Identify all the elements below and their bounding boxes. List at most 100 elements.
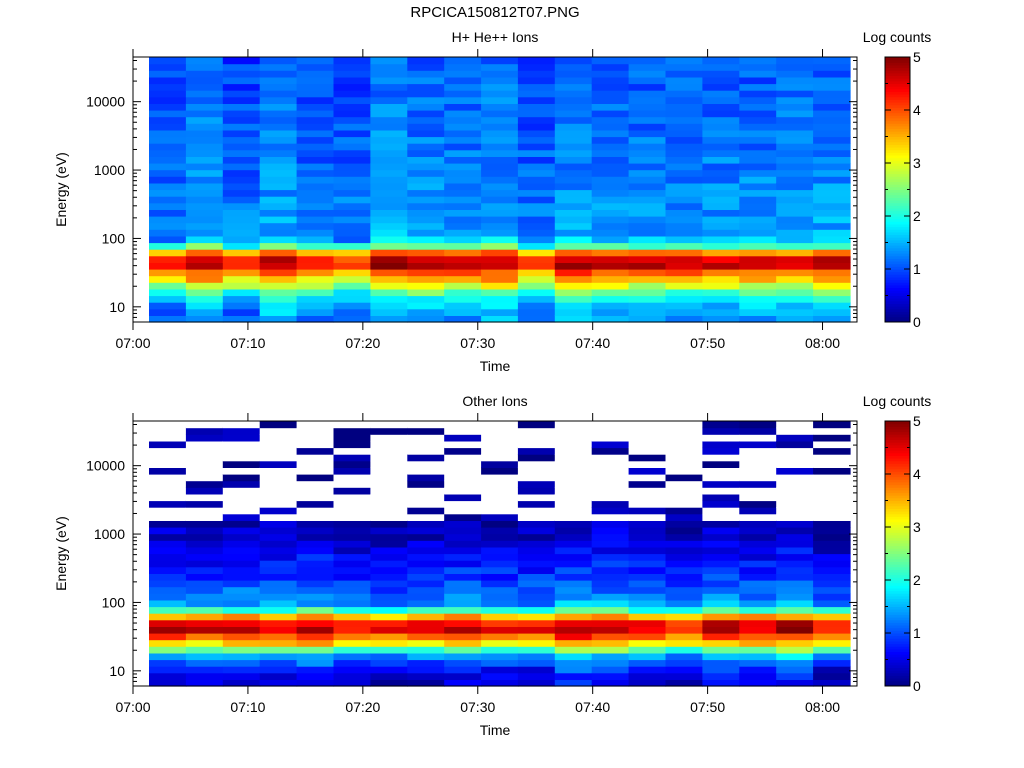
spectrogram-cell: [407, 527, 445, 535]
spectrogram-cell: [591, 282, 630, 290]
spectrogram-cell: [407, 269, 445, 277]
spectrogram-cell: [333, 189, 371, 197]
spectrogram-cell: [665, 282, 703, 290]
spectrogram-cell: [296, 70, 335, 78]
spectrogram-cell: [665, 566, 703, 574]
colorbar-step: [885, 434, 910, 438]
colorbar-step: [885, 511, 910, 515]
spectrogram-cell: [296, 593, 335, 601]
spectrogram-cell: [296, 76, 335, 85]
spectrogram-cell: [185, 440, 224, 449]
spectrogram-cell: [259, 96, 298, 104]
spectrogram-cell: [185, 308, 224, 316]
spectrogram-cell: [185, 288, 224, 297]
spectrogram-cell: [259, 76, 298, 85]
spectrogram-cell: [481, 136, 519, 144]
spectrogram-cell: [517, 216, 556, 224]
spectrogram-cell: [517, 573, 556, 581]
colorbar-label-top: Log counts: [862, 29, 932, 45]
spectrogram-cell: [702, 626, 740, 634]
spectrogram-cell: [296, 533, 335, 541]
spectrogram-cell: [259, 209, 298, 217]
colorbar-step: [885, 139, 910, 143]
colorbar-step: [885, 276, 910, 281]
spectrogram-cell: [702, 96, 740, 104]
colorbar-step: [885, 157, 910, 161]
spectrogram-cell: [702, 282, 740, 290]
spectrogram-cell: [591, 633, 630, 641]
spectrogram-cell: [407, 652, 445, 661]
spectrogram-cell: [665, 76, 703, 85]
spectrogram-cell: [407, 580, 445, 588]
spectrogram-cell: [702, 196, 740, 204]
spectrogram-cell: [813, 639, 851, 647]
spectrogram-cell: [702, 520, 740, 528]
colorbar-step: [885, 242, 910, 246]
spectrogram-cell: [739, 666, 777, 674]
spectrogram-cell: [149, 560, 187, 568]
spectrogram-cell: [333, 249, 371, 257]
spectrogram-cell: [370, 196, 408, 204]
spectrogram-cell: [185, 493, 224, 502]
spectrogram-cell: [296, 229, 335, 237]
spectrogram-cell: [665, 487, 703, 495]
colorbar-step: [885, 144, 910, 148]
spectrogram-cell: [813, 235, 851, 244]
spectrogram-cell: [517, 63, 556, 71]
spectrogram-cell: [554, 76, 593, 85]
spectrogram-cell: [333, 156, 371, 164]
spectrogram-cell: [813, 282, 851, 290]
spectrogram-cell: [739, 421, 777, 429]
spectrogram-cell: [739, 83, 777, 91]
colorbar-step: [885, 474, 910, 478]
colorbar-step: [885, 558, 910, 562]
spectrogram-cell: [481, 70, 519, 78]
spectrogram-cell: [185, 527, 224, 535]
colorbar-step: [885, 638, 910, 642]
spectrogram-cell: [628, 566, 667, 574]
spectrogram-cell: [333, 169, 371, 177]
spectrogram-cell: [628, 672, 667, 680]
spectrogram-cell: [333, 96, 371, 104]
colorbar-step: [885, 136, 910, 140]
spectrogram-cell: [296, 480, 335, 488]
colorbar-step: [885, 458, 910, 462]
spectrogram-cell: [370, 474, 408, 482]
colorbar-step: [885, 70, 910, 74]
colorbar-step: [885, 534, 910, 539]
spectrogram-cell: [222, 666, 261, 674]
spectrogram-cell: [628, 474, 667, 482]
spectrogram-cell: [702, 619, 740, 627]
colorbar-step: [885, 117, 910, 122]
spectrogram-cell: [259, 666, 298, 674]
colorbar-step: [885, 300, 910, 304]
spectrogram-cell: [185, 626, 224, 634]
spectrogram-cell: [333, 659, 371, 667]
spectrogram-cell: [296, 136, 335, 144]
spectrogram-cell: [517, 275, 556, 283]
spectrogram-cell: [702, 421, 740, 429]
spectrogram-cell: [222, 235, 261, 244]
spectrogram-cell: [702, 533, 740, 541]
colorbar-step: [885, 306, 910, 310]
spectrogram-cell: [591, 222, 630, 230]
colorbar-step: [885, 500, 910, 504]
colorbar-step: [885, 110, 910, 114]
spectrogram-cell: [444, 169, 482, 177]
spectrogram-cell: [481, 83, 519, 91]
colorbar-step: [885, 431, 910, 435]
spectrogram-cell: [259, 308, 298, 316]
spectrogram-cell: [628, 196, 667, 204]
spectrogram-cell: [370, 202, 408, 210]
colorbar-step: [885, 468, 910, 472]
spectrogram-cell: [222, 169, 261, 177]
spectrogram-cell: [591, 540, 630, 548]
spectrogram-cell: [517, 308, 556, 316]
spectrogram-cell: [776, 573, 814, 581]
spectrogram-cell: [333, 586, 371, 594]
spectrogram-cell: [333, 295, 371, 303]
spectrogram-cell: [554, 143, 593, 151]
spectrogram-cell: [296, 580, 335, 588]
spectrogram-cell: [185, 262, 224, 270]
spectrogram-cell: [702, 566, 740, 574]
